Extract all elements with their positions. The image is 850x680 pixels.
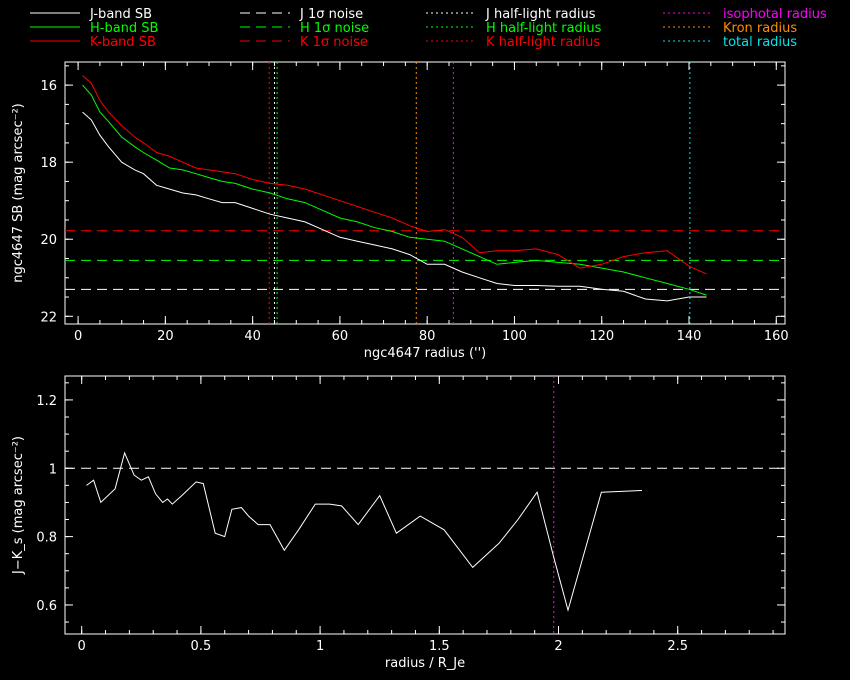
y-axis-label: J−K_s (mag arcsec⁻²) xyxy=(11,436,26,575)
legend-label: H half-light radius xyxy=(486,21,602,36)
y-tick-label: 1.2 xyxy=(36,394,57,409)
y-tick-label: 1 xyxy=(49,462,57,477)
x-tick-label: 0.5 xyxy=(191,639,212,654)
plot-frame xyxy=(64,375,786,635)
y-tick-label: 18 xyxy=(40,156,57,171)
x-tick-label: 0 xyxy=(74,329,82,344)
legend-label: J 1σ noise xyxy=(299,7,363,22)
legend-label: J half-light radius xyxy=(485,7,596,22)
x-axis-label: ngc4647 radius ('') xyxy=(364,346,486,361)
x-tick-label: 160 xyxy=(764,329,789,344)
y-tick-label: 0.8 xyxy=(36,531,57,546)
legend-label: H-band SB xyxy=(90,21,158,36)
legend-label: K half-light radius xyxy=(486,35,600,50)
x-tick-label: 0 xyxy=(78,639,86,654)
x-tick-label: 140 xyxy=(677,329,702,344)
x-tick-label: 40 xyxy=(244,329,261,344)
series-line xyxy=(82,75,707,275)
legend-label: total radius xyxy=(723,35,797,50)
legend-label: K 1σ noise xyxy=(300,35,368,50)
series-line xyxy=(82,84,707,296)
x-tick-label: 120 xyxy=(589,329,614,344)
y-axis-label: ngc4647 SB (mag arcsec⁻²) xyxy=(11,103,26,282)
x-axis-label: radius / R_Je xyxy=(385,656,465,671)
y-tick-label: 22 xyxy=(40,310,57,325)
x-tick-label: 2 xyxy=(554,639,562,654)
surface-brightness-panel: 0 20 40 60 80 100 120 140 160 16 18 20 22 ngc4647 ra… xyxy=(11,61,789,361)
series-line xyxy=(82,111,707,302)
x-tick-label: 100 xyxy=(502,329,527,344)
plot-frame xyxy=(64,61,786,325)
x-tick-label: 1 xyxy=(316,639,324,654)
x-tick-label: 20 xyxy=(157,329,174,344)
color-profile-panel: 0 0.5 1 1.5 2 2.5 0.6 0.8 1 1.2 radius / R_Je J−K… xyxy=(11,375,786,671)
legend-label: H 1σ noise xyxy=(300,21,369,36)
legend-label: J-band SB xyxy=(89,7,152,22)
legend-label: Kron radius xyxy=(723,21,797,36)
x-tick-label: 80 xyxy=(419,329,436,344)
y-tick-label: 20 xyxy=(40,233,57,248)
legend-label: isophotal radius xyxy=(723,7,827,22)
x-tick-label: 60 xyxy=(332,329,349,344)
y-tick-label: 0.6 xyxy=(36,599,57,614)
x-tick-label: 2.5 xyxy=(667,639,688,654)
series-line xyxy=(86,451,643,612)
legend-label: K-band SB xyxy=(90,35,156,50)
y-tick-label: 16 xyxy=(40,79,57,94)
x-tick-label: 1.5 xyxy=(429,639,450,654)
